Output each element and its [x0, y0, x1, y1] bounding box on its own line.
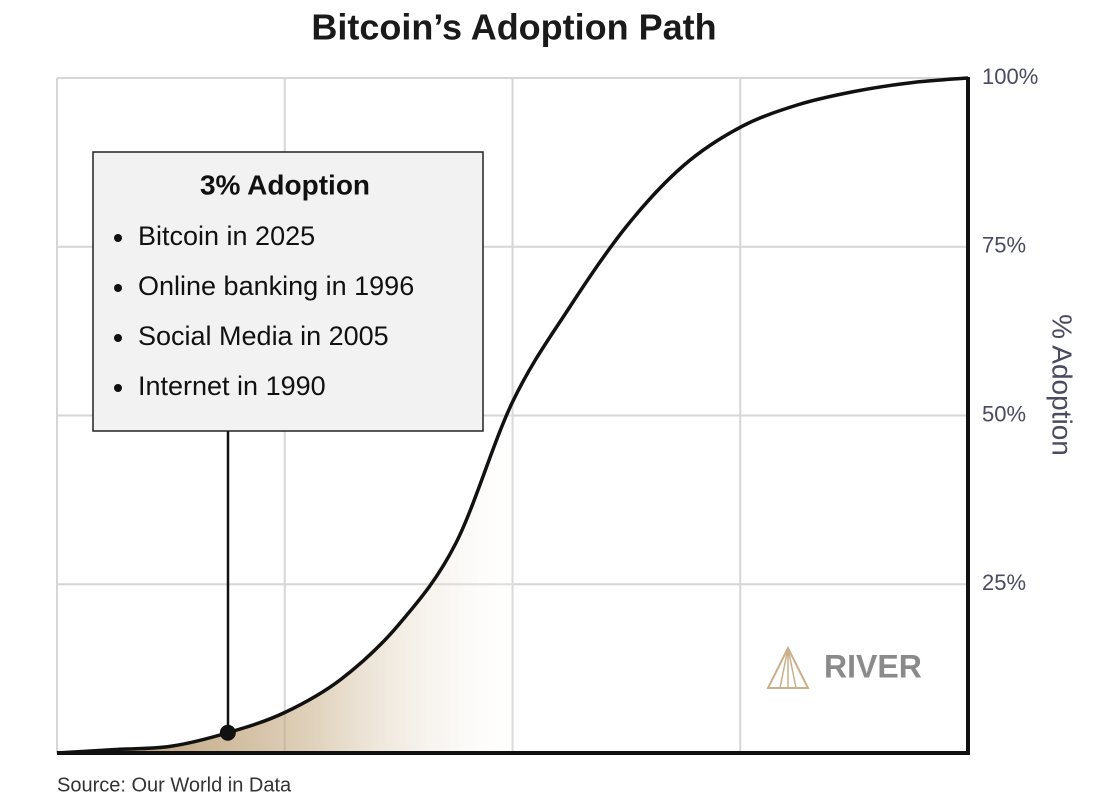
- annotation-title: 3% Adoption: [200, 169, 370, 200]
- annotation-item: Bitcoin in 2025: [138, 221, 315, 251]
- y-tick-label: 100%: [982, 64, 1038, 89]
- y-axis-label: % Adoption: [1047, 314, 1078, 456]
- area-shade: [57, 402, 513, 753]
- y-tick-label: 25%: [982, 570, 1026, 595]
- highlight-point: [219, 724, 236, 741]
- bullet: [114, 384, 122, 392]
- y-tick-label: 50%: [982, 401, 1026, 426]
- logo-text: RIVER: [824, 648, 922, 684]
- annotation-item: Online banking in 1996: [138, 271, 414, 301]
- bullet: [114, 284, 122, 292]
- annotation-list: Bitcoin in 2025 Online banking in 1996 Soc…: [114, 221, 414, 401]
- annotation-box: [92, 151, 484, 432]
- annotation-item: Social Media in 2005: [138, 321, 389, 351]
- annotation-item: Internet in 1990: [138, 371, 326, 401]
- chart-title: Bitcoin’s Adoption Path: [311, 7, 716, 48]
- y-tick-label: 75%: [982, 233, 1026, 258]
- logo-icon-lines: [779, 647, 797, 689]
- logo: RIVER: [766, 645, 922, 689]
- bullet: [114, 234, 122, 242]
- bullet: [114, 334, 122, 342]
- source-note: Source: Our World in Data: [57, 774, 292, 796]
